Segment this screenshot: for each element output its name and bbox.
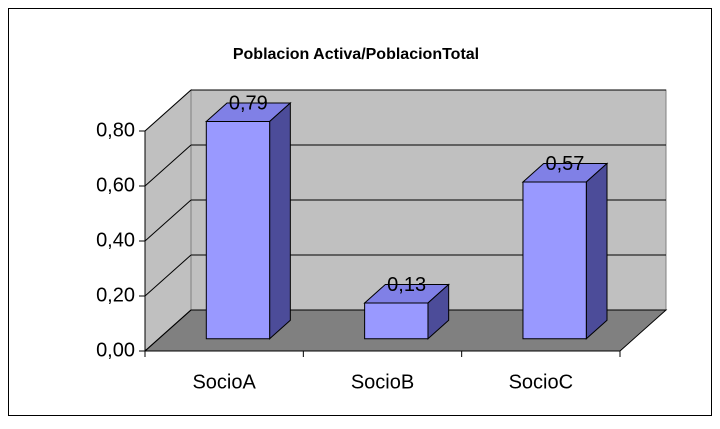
x-tick-label: SocioB <box>351 371 414 393</box>
value-label: 0,13 <box>387 274 426 296</box>
bar-side <box>269 101 291 340</box>
y-tick-label: 0,00 <box>96 339 135 361</box>
x-tick-label: SocioC <box>509 371 573 393</box>
x-tick-label: SocioA <box>192 371 256 393</box>
y-tick-label: 0,40 <box>96 229 135 251</box>
y-tick-label: 0,60 <box>96 174 135 196</box>
grid-line <box>144 89 192 132</box>
bar <box>205 120 271 340</box>
grid-line <box>144 199 192 242</box>
bar <box>522 181 587 340</box>
bar <box>364 302 429 340</box>
grid-line <box>144 144 192 187</box>
value-label: 0,57 <box>546 153 585 175</box>
grid-line <box>144 309 192 352</box>
value-label: 0,79 <box>229 93 268 115</box>
y-tick-label: 0,80 <box>96 119 135 141</box>
grid-line <box>144 254 192 297</box>
y-tick-label: 0,20 <box>96 284 135 306</box>
chart-title: Poblacion Activa/PoblacionTotal <box>233 46 479 63</box>
bar-side <box>585 162 608 340</box>
